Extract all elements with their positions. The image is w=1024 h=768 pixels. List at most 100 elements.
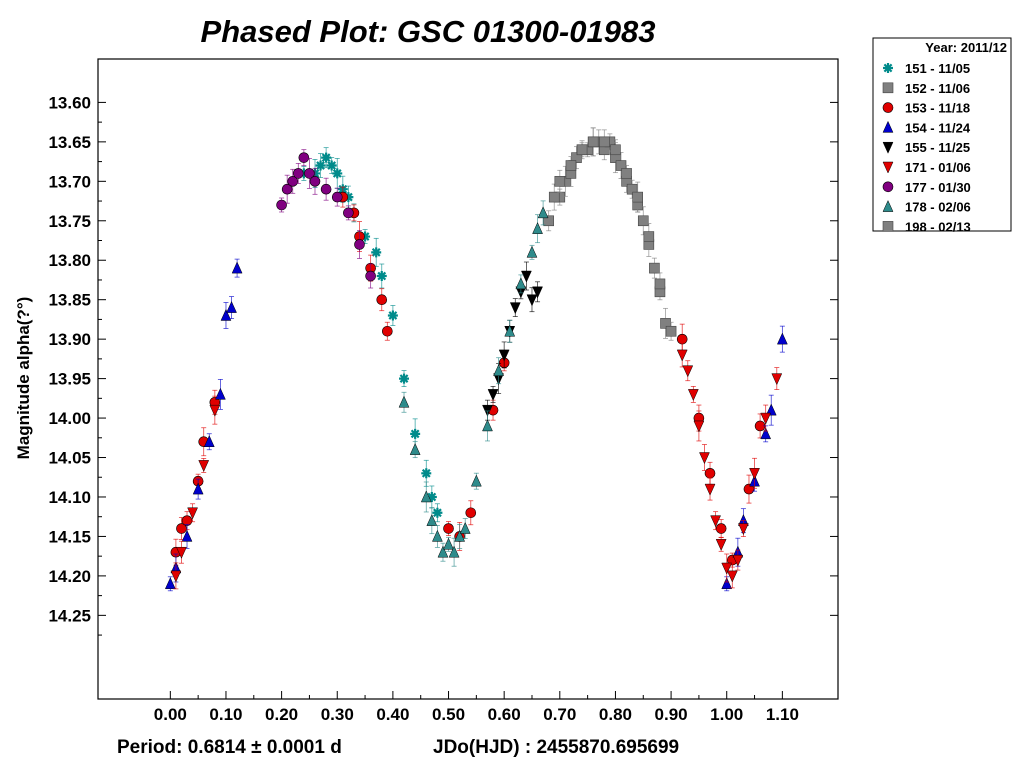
data-point xyxy=(760,427,772,440)
data-point xyxy=(532,222,543,234)
data-point xyxy=(493,364,504,376)
series-8 xyxy=(548,127,677,341)
x-axis: 0.00 0.10 0.20 0.30 0.40 0.50 0.60 0.70 0.80 0.90… xyxy=(154,691,799,724)
data-point xyxy=(376,294,388,305)
x-tick-label: 0.90 xyxy=(655,705,688,724)
data-point xyxy=(443,537,454,550)
y-tick-label: 14.05 xyxy=(48,449,91,468)
data-point xyxy=(331,191,343,203)
legend-marker xyxy=(882,141,894,154)
data-point xyxy=(420,490,432,503)
data-point xyxy=(365,270,376,282)
data-point xyxy=(293,168,304,179)
data-point xyxy=(726,570,738,583)
data-point xyxy=(326,160,337,171)
legend-label: 154 - 11/24 xyxy=(905,120,971,135)
data-point xyxy=(399,373,410,384)
legend-label: 152 - 11/06 xyxy=(905,81,970,96)
data-point xyxy=(387,310,398,321)
data-point xyxy=(571,152,582,163)
data-point xyxy=(537,206,549,219)
data-point xyxy=(632,191,643,203)
y-tick-label: 13.85 xyxy=(48,291,91,310)
y-tick-label: 13.90 xyxy=(48,330,91,349)
data-point xyxy=(771,373,783,386)
x-tick-label: 0.30 xyxy=(321,705,354,724)
data-point xyxy=(360,231,371,242)
x-tick-label: 1.00 xyxy=(710,705,743,724)
data-point xyxy=(164,577,176,590)
data-point xyxy=(509,302,521,315)
legend-marker xyxy=(882,161,894,174)
data-point xyxy=(565,160,577,171)
data-point xyxy=(521,270,532,283)
data-point xyxy=(693,420,705,433)
x-tick-label: 0.80 xyxy=(599,705,632,724)
data-point xyxy=(203,435,215,447)
x-tick-label: 0.10 xyxy=(209,705,242,724)
x-tick-label: 0.40 xyxy=(376,705,409,724)
legend-marker xyxy=(882,221,894,232)
data-point xyxy=(432,529,443,542)
data-point xyxy=(281,183,293,195)
series-7 xyxy=(398,200,549,567)
data-point xyxy=(749,468,760,480)
data-point xyxy=(432,507,443,518)
data-point xyxy=(649,262,660,274)
data-point xyxy=(654,278,666,290)
x-tick-label: 0.00 xyxy=(154,705,187,724)
data-point xyxy=(637,215,649,227)
y-axis-label: Magnitude alpha(?°) xyxy=(14,297,33,460)
legend-title: Year: 2011/12 xyxy=(925,40,1007,55)
data-point xyxy=(526,294,538,307)
y-tick-label: 13.60 xyxy=(48,93,91,112)
data-point xyxy=(181,529,193,542)
legend-marker xyxy=(882,102,894,113)
chart-title: Phased Plot: GSC 01300-01983 xyxy=(201,14,656,49)
data-point xyxy=(176,523,187,534)
data-point xyxy=(231,261,243,274)
y-tick-label: 14.20 xyxy=(48,567,91,586)
data-point xyxy=(220,308,232,321)
legend-label: 198 - 02/13 xyxy=(905,219,971,234)
data-point xyxy=(760,412,772,425)
series-4 xyxy=(482,261,543,421)
data-point xyxy=(354,239,365,250)
y-tick-label: 14.15 xyxy=(48,527,91,546)
legend-marker xyxy=(882,120,894,133)
y-tick-label: 13.75 xyxy=(48,212,91,231)
legend-marker xyxy=(882,82,894,94)
data-point xyxy=(721,562,733,575)
data-point xyxy=(587,136,599,148)
data-point xyxy=(515,277,527,290)
data-point xyxy=(776,332,788,345)
data-point xyxy=(576,144,588,156)
plot-frame xyxy=(97,58,839,700)
data-point xyxy=(198,460,210,473)
series-5 xyxy=(170,342,783,590)
data-point xyxy=(626,183,638,195)
data-point xyxy=(548,191,560,203)
data-point xyxy=(426,514,438,526)
y-tick-label: 13.80 xyxy=(48,251,91,270)
y-tick-label: 14.25 xyxy=(48,606,91,625)
data-point xyxy=(426,491,437,502)
data-point xyxy=(532,286,543,299)
data-point xyxy=(371,247,382,258)
data-point xyxy=(226,300,237,313)
series-6 xyxy=(276,149,376,289)
data-point xyxy=(721,577,733,590)
data-point xyxy=(465,507,477,519)
legend-label: 178 - 02/06 xyxy=(905,200,971,215)
data-point xyxy=(332,168,343,179)
x-tick-label: 1.10 xyxy=(766,705,799,724)
data-point xyxy=(498,349,510,362)
data-point xyxy=(715,539,727,551)
data-point xyxy=(187,507,198,520)
data-point xyxy=(704,483,716,496)
data-point xyxy=(209,404,221,417)
data-point xyxy=(543,215,554,227)
data-point xyxy=(320,183,332,195)
data-point xyxy=(487,389,499,401)
